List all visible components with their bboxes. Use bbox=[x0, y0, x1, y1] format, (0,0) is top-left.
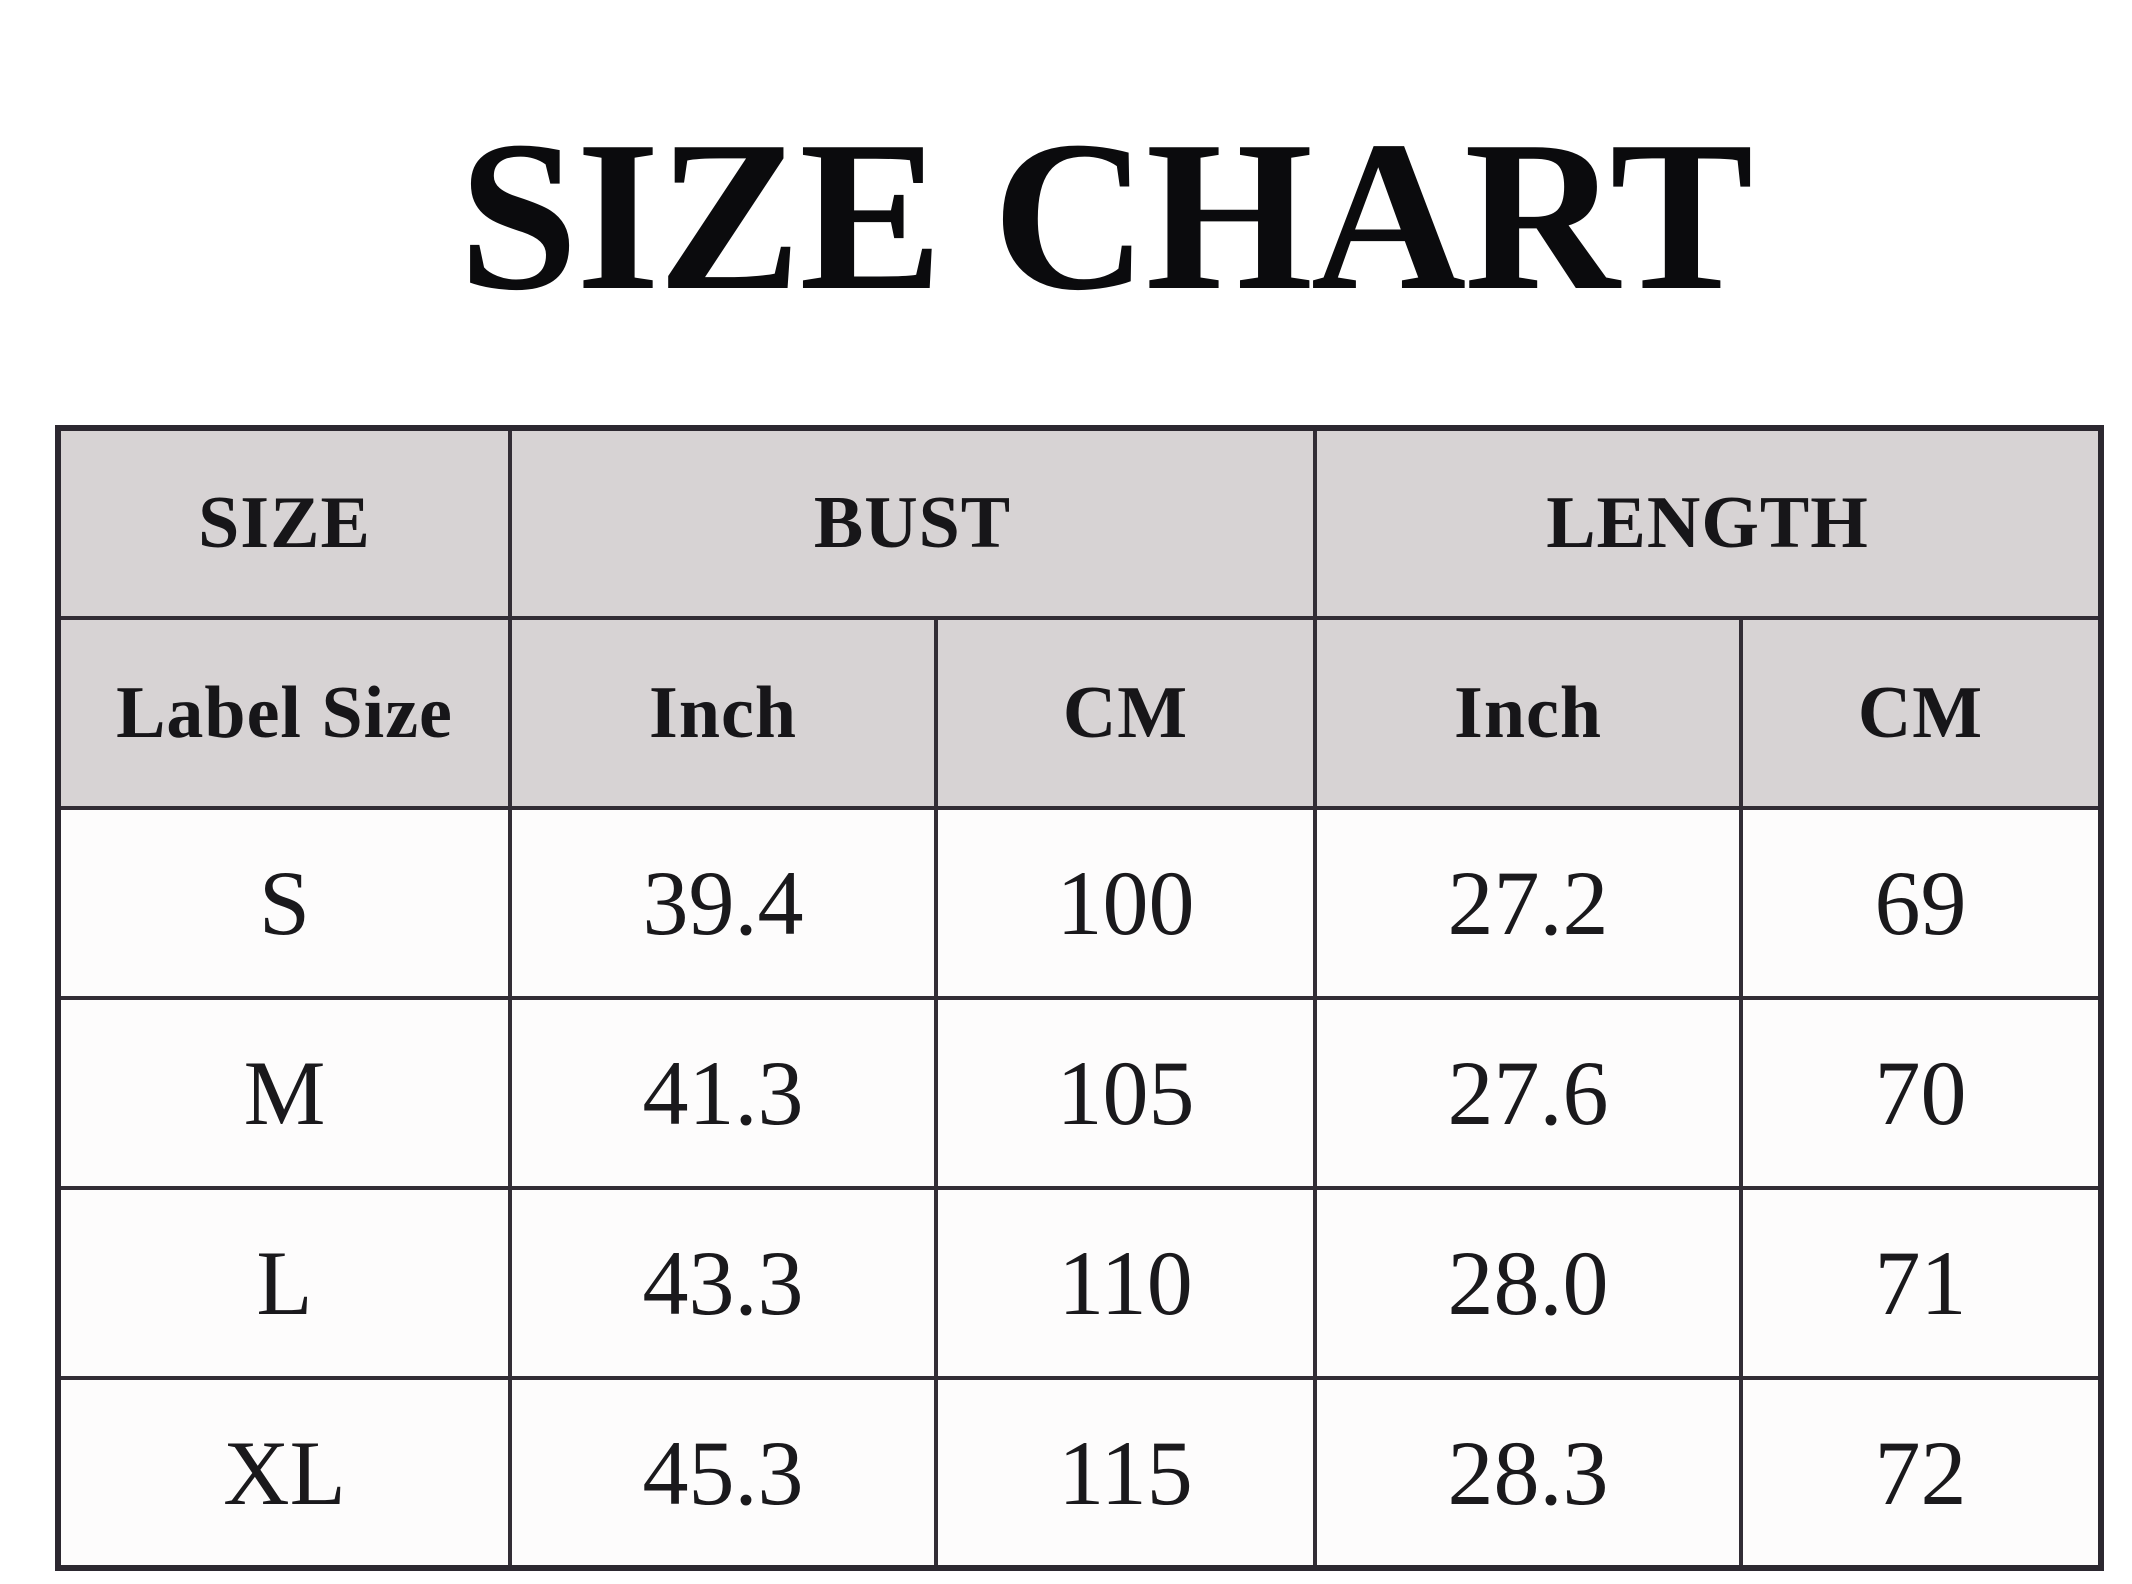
bust-inch-cell: 43.3 bbox=[508, 1186, 938, 1380]
table-row-xl: XL 45.3 115 28.3 72 bbox=[56, 1376, 2104, 1570]
sub-header-row: Label Size Inch CM Inch CM bbox=[56, 616, 2104, 810]
group-header-row: SIZE BUST LENGTH bbox=[56, 426, 2104, 620]
size-chart-table: SIZE BUST LENGTH Label Size Inch CM Inch… bbox=[55, 425, 2105, 1571]
bust-inch-header: Inch bbox=[508, 616, 938, 810]
length-inch-cell: 28.3 bbox=[1313, 1376, 1743, 1570]
length-cm-header: CM bbox=[1738, 616, 2104, 810]
size-label-cell: XL bbox=[56, 1376, 512, 1570]
bust-cm-header: CM bbox=[934, 616, 1317, 810]
size-label-cell: L bbox=[56, 1186, 512, 1380]
page-title: SIZE CHART bbox=[458, 96, 1754, 335]
table-row-l: L 43.3 110 28.0 71 bbox=[56, 1186, 2104, 1380]
bust-inch-cell: 39.4 bbox=[508, 806, 938, 1000]
length-inch-cell: 28.0 bbox=[1313, 1186, 1743, 1380]
table-row-m: M 41.3 105 27.6 70 bbox=[56, 996, 2104, 1190]
length-cm-cell: 70 bbox=[1738, 996, 2104, 1190]
table-row-s: S 39.4 100 27.2 69 bbox=[56, 806, 2104, 1000]
length-inch-cell: 27.6 bbox=[1313, 996, 1743, 1190]
bust-inch-cell: 41.3 bbox=[508, 996, 938, 1190]
bust-cm-cell: 115 bbox=[934, 1376, 1317, 1570]
bust-cm-cell: 105 bbox=[934, 996, 1317, 1190]
size-group-header: SIZE bbox=[56, 426, 512, 620]
length-inch-header: Inch bbox=[1313, 616, 1743, 810]
length-group-header: LENGTH bbox=[1312, 426, 2104, 620]
length-cm-cell: 69 bbox=[1738, 806, 2104, 1000]
size-label-cell: M bbox=[56, 996, 512, 1190]
bust-group-header: BUST bbox=[508, 426, 1317, 620]
bust-cm-cell: 110 bbox=[934, 1186, 1317, 1380]
length-cm-cell: 72 bbox=[1738, 1376, 2104, 1570]
length-cm-cell: 71 bbox=[1738, 1186, 2104, 1380]
bust-inch-cell: 45.3 bbox=[508, 1376, 938, 1570]
label-size-header: Label Size bbox=[56, 616, 512, 810]
length-inch-cell: 27.2 bbox=[1313, 806, 1743, 1000]
bust-cm-cell: 100 bbox=[934, 806, 1317, 1000]
size-label-cell: S bbox=[56, 806, 512, 1000]
